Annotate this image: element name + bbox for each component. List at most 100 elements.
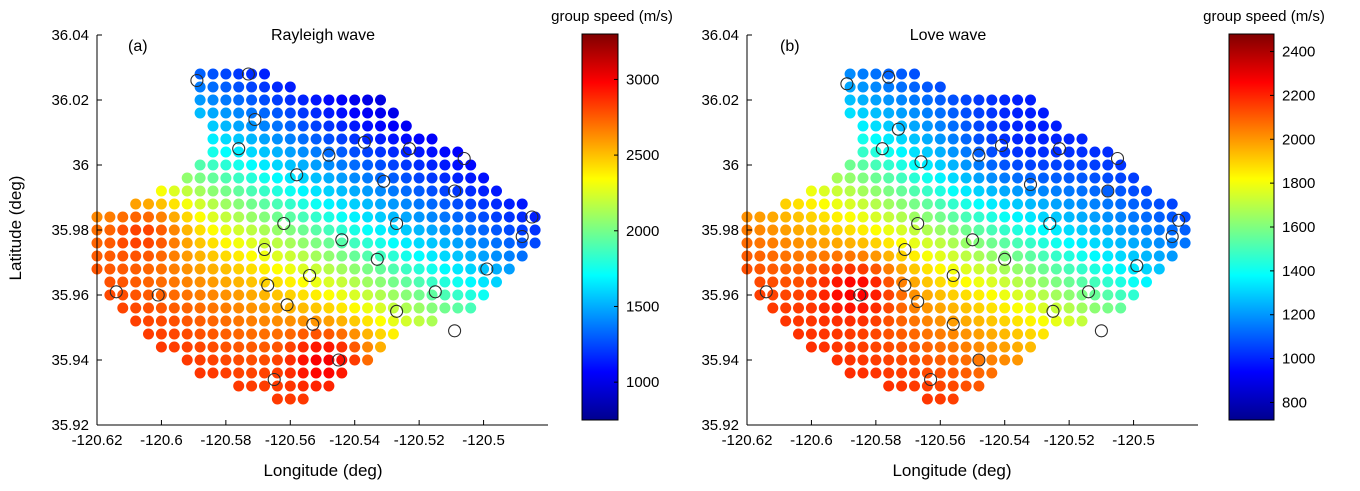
pb-speed-dot <box>921 263 933 275</box>
pb-speed-dot <box>818 211 830 223</box>
pa-speed-dot <box>246 315 258 327</box>
pa-speed-dot <box>155 302 167 314</box>
pa-speed-dot <box>246 224 258 236</box>
pa-speed-dot <box>297 211 309 223</box>
pa-speed-dot <box>310 198 322 210</box>
panel-a-speed-dots <box>91 68 541 405</box>
pb-speed-dot <box>909 354 920 366</box>
pb-speed-dot <box>1166 250 1178 262</box>
station-marker <box>946 317 960 331</box>
pb-speed-dot <box>960 367 972 379</box>
pa-speed-dot <box>246 211 258 223</box>
pa-speed-dot <box>168 276 180 288</box>
pa-speed-dot <box>349 133 361 145</box>
pa-speed-dot <box>207 341 219 353</box>
station-marker <box>1043 216 1057 231</box>
pa-speed-dot <box>336 328 348 340</box>
pa-speed-dot <box>259 315 270 327</box>
station-marker <box>1081 285 1096 299</box>
pa-speed-dot <box>271 393 283 405</box>
pb-speed-dot <box>1037 224 1049 236</box>
pa-speed-dot <box>362 289 374 301</box>
pa-speed-dot <box>336 185 348 197</box>
pa-speed-dot <box>143 302 154 314</box>
pa-speed-dot <box>155 341 167 353</box>
pa-speed-dot <box>375 328 386 340</box>
pb-speed-dot <box>999 263 1011 275</box>
pb-speed-dot <box>831 263 843 275</box>
pb-speed-dot <box>857 276 869 288</box>
colorbar-tick-label: 2000 <box>1282 131 1315 148</box>
pa-speed-dot <box>400 198 412 210</box>
pa-speed-dot <box>271 159 283 171</box>
colorbar-tick-label: 2500 <box>626 147 659 164</box>
pa-speed-dot <box>387 198 399 210</box>
pa-speed-dot <box>181 185 193 197</box>
pb-speed-dot <box>934 276 946 288</box>
pa-speed-dot <box>387 146 399 158</box>
pa-speed-dot <box>246 146 258 158</box>
pa-speed-dot <box>181 250 193 262</box>
pb-speed-dot <box>1012 328 1024 340</box>
pb-speed-dot <box>1128 250 1140 262</box>
pb-speed-dot <box>780 315 792 327</box>
pb-speed-dot <box>1128 237 1140 249</box>
x-tick-label: -120.5 <box>462 432 505 449</box>
pb-speed-dot <box>1050 198 1062 210</box>
pb-speed-dot <box>960 120 972 132</box>
pb-speed-dot <box>934 185 946 197</box>
pa-speed-dot <box>271 302 283 314</box>
pa-speed-dot <box>143 237 154 249</box>
pa-speed-dot <box>271 289 283 301</box>
pb-speed-dot <box>947 146 959 158</box>
pa-speed-dot <box>375 133 386 145</box>
pb-speed-dot <box>1037 302 1049 314</box>
pa-speed-dot <box>349 341 361 353</box>
pa-speed-dot <box>207 146 219 158</box>
pb-speed-dot <box>793 315 804 327</box>
pa-speed-dot <box>400 276 412 288</box>
pa-speed-dot <box>452 198 464 210</box>
y-tick-label: 35.92 <box>51 417 89 434</box>
pa-speed-dot <box>310 211 322 223</box>
pa-speed-dot <box>336 211 348 223</box>
pb-speed-dot <box>857 263 869 275</box>
pb-speed-dot <box>1115 302 1127 314</box>
pb-speed-dot <box>1102 146 1114 158</box>
pb-speed-dot <box>793 211 804 223</box>
pa-speed-dot <box>246 159 258 171</box>
pa-speed-dot <box>259 172 270 184</box>
pb-speed-dot <box>909 263 920 275</box>
pb-speed-dot <box>909 302 920 314</box>
pb-speed-dot <box>986 302 998 314</box>
pb-speed-dot <box>1037 120 1049 132</box>
pb-speed-dot <box>986 263 998 275</box>
pb-speed-dot <box>909 224 920 236</box>
pb-speed-dot <box>934 263 946 275</box>
station-marker <box>1101 184 1115 198</box>
pb-speed-dot <box>1115 198 1127 210</box>
pa-speed-dot <box>284 302 296 314</box>
pa-speed-dot <box>143 289 154 301</box>
pa-speed-dot <box>310 120 322 132</box>
pa-speed-dot <box>168 315 180 327</box>
pb-speed-dot <box>1128 224 1140 236</box>
pb-speed-dot <box>883 224 895 236</box>
pa-speed-dot <box>194 289 206 301</box>
pb-speed-dot <box>986 146 998 158</box>
pa-speed-dot <box>349 237 361 249</box>
pa-speed-dot <box>155 250 167 262</box>
pa-speed-dot <box>168 289 180 301</box>
pb-speed-dot <box>921 276 933 288</box>
pb-speed-dot <box>921 354 933 366</box>
pa-speed-dot <box>478 224 490 236</box>
pb-speed-dot <box>896 354 908 366</box>
pa-speed-dot <box>130 263 142 275</box>
pb-speed-dot <box>1089 185 1101 197</box>
pa-speed-dot <box>310 289 322 301</box>
pa-speed-dot <box>413 302 425 314</box>
pb-speed-dot <box>1025 237 1036 249</box>
pa-speed-dot <box>413 159 425 171</box>
pa-speed-dot <box>349 198 361 210</box>
pa-speed-dot <box>297 393 309 405</box>
